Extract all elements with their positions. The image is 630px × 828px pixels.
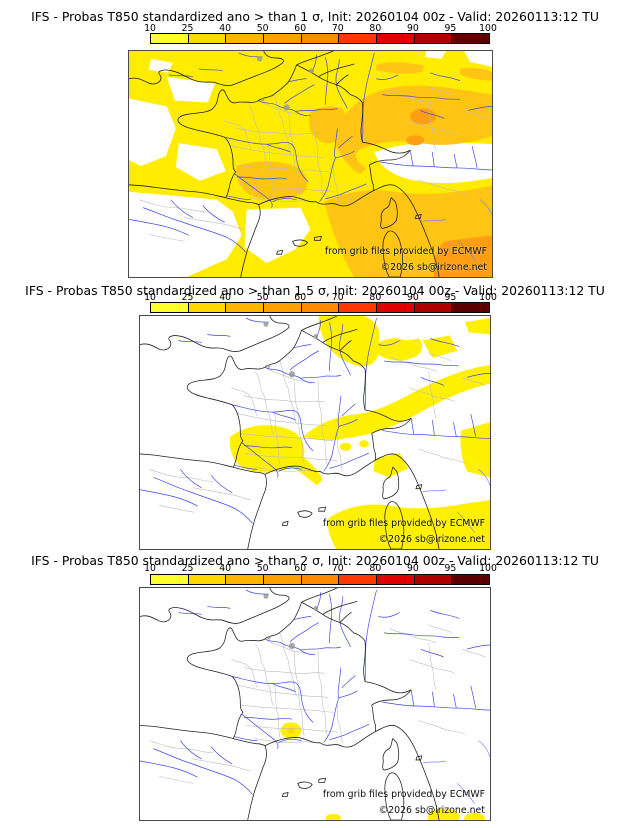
attribution-copyright: ©2026 sb@irizone.net	[378, 534, 485, 545]
colorbar-tick-label: 80	[369, 292, 382, 303]
colorbar-tick-label: 90	[406, 292, 419, 303]
colorbar-segment	[414, 34, 453, 43]
colorbar-segment	[188, 34, 227, 43]
colorbar-segment	[226, 575, 265, 584]
colorbar-segment	[188, 575, 227, 584]
colorbar-segment	[339, 575, 378, 584]
colorbar-segment	[264, 575, 302, 584]
colorbar-tick-label: 50	[256, 563, 269, 574]
colorbar-tick-label: 50	[256, 23, 269, 34]
colorbar-tick-label: 80	[369, 563, 382, 574]
colorbar-tick-label: 90	[406, 23, 419, 34]
colorbar-segment	[339, 303, 378, 312]
attribution-provider: from grib files provided by ECMWF	[324, 246, 487, 257]
attribution-copyright: ©2026 sb@irizone.net	[380, 262, 487, 273]
colorbar-tick-label: 70	[331, 563, 344, 574]
colorbar-segment	[301, 303, 340, 312]
colorbar-segment	[151, 303, 189, 312]
panel2-map: from grib files provided by ECMWF ©2026 …	[139, 315, 491, 550]
panel3-title: IFS - Probas T850 standardized ano > tha…	[31, 553, 599, 568]
colorbar-tick-label: 50	[256, 292, 269, 303]
colorbar-segment	[452, 575, 490, 584]
colorbar-tick-label: 95	[444, 563, 457, 574]
colorbar-tick-label: 60	[294, 292, 307, 303]
panel1-map: from grib files provided by ECMWF ©2026 …	[128, 50, 493, 278]
colorbar-segment	[452, 303, 490, 312]
panel2-title: IFS - Probas T850 standardized ano > tha…	[25, 283, 605, 298]
panel3-map: from grib files provided by ECMWF ©2026 …	[139, 587, 491, 821]
panel1-colorbar	[150, 33, 490, 44]
colorbar-segment	[301, 34, 340, 43]
colorbar-tick-label: 90	[406, 563, 419, 574]
colorbar-tick-label: 100	[479, 23, 497, 34]
colorbar-segment	[301, 575, 340, 584]
panel3-probability-shading	[280, 722, 486, 820]
colorbar-tick-label: 10	[144, 563, 156, 574]
panel3-colorbar-ticks: 10 25 40 50 60 70 80 90 95 100	[144, 563, 497, 574]
colorbar-segment	[151, 34, 189, 43]
panel2-colorbar	[150, 302, 490, 313]
colorbar-tick-label: 100	[479, 292, 497, 303]
colorbar-tick-label: 60	[294, 23, 307, 34]
colorbar-segment	[452, 34, 490, 43]
colorbar-tick-label: 60	[294, 563, 307, 574]
colorbar-tick-label: 25	[181, 563, 194, 574]
attribution-provider: from grib files provided by ECMWF	[322, 518, 485, 529]
colorbar-tick-label: 95	[444, 292, 457, 303]
panel1-probability-shading	[129, 51, 492, 277]
colorbar-segment	[377, 34, 415, 43]
colorbar-segment	[377, 303, 415, 312]
colorbar-tick-label: 10	[144, 292, 156, 303]
colorbar-tick-label: 95	[444, 23, 457, 34]
panel3-colorbar	[150, 574, 490, 585]
colorbar-segment	[414, 303, 453, 312]
colorbar-tick-label: 40	[219, 292, 232, 303]
attribution-provider: from grib files provided by ECMWF	[322, 789, 485, 800]
colorbar-tick-label: 25	[181, 23, 194, 34]
colorbar-tick-label: 25	[181, 292, 194, 303]
colorbar-segment	[151, 575, 189, 584]
colorbar-segment	[339, 34, 378, 43]
colorbar-tick-label: 80	[369, 23, 382, 34]
colorbar-segment	[377, 575, 415, 584]
colorbar-segment	[188, 303, 227, 312]
colorbar-tick-label: 10	[144, 23, 156, 34]
colorbar-segment	[414, 575, 453, 584]
colorbar-segment	[264, 34, 302, 43]
colorbar-segment	[226, 303, 265, 312]
colorbar-tick-label: 70	[331, 23, 344, 34]
panel1-title: IFS - Probas T850 standardized ano > tha…	[31, 9, 599, 24]
colorbar-segment	[226, 34, 265, 43]
attribution-copyright: ©2026 sb@irizone.net	[378, 805, 485, 816]
panel2-probability-shading	[229, 316, 490, 549]
colorbar-tick-label: 40	[219, 23, 232, 34]
colorbar-tick-label: 40	[219, 563, 232, 574]
panel1-colorbar-ticks: 10 25 40 50 60 70 80 90 95 100	[144, 23, 497, 34]
panel2-colorbar-ticks: 10 25 40 50 60 70 80 90 95 100	[144, 292, 497, 303]
colorbar-segment	[264, 303, 302, 312]
colorbar-tick-label: 70	[331, 292, 344, 303]
colorbar-tick-label: 100	[479, 563, 497, 574]
